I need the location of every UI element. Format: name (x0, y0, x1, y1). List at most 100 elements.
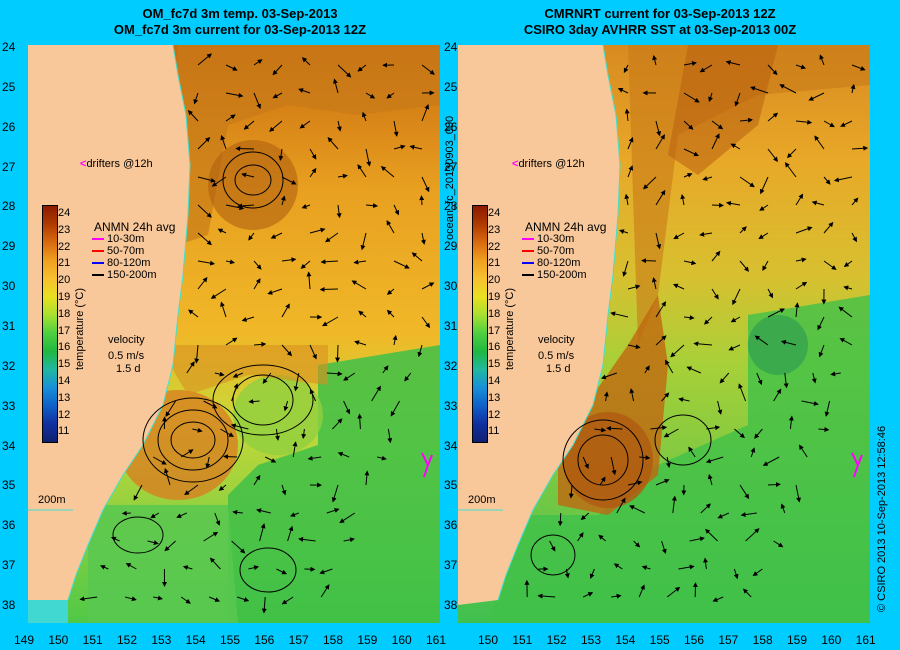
current-vector (231, 383, 239, 402)
current-vector (365, 92, 376, 99)
current-vector (762, 260, 769, 271)
current-vector (706, 425, 721, 431)
current-vector (711, 120, 724, 130)
x-tick-label: 158 (323, 633, 344, 647)
colorbar-tick-label: 22 (58, 240, 71, 253)
current-vector (253, 59, 263, 66)
current-vector (125, 596, 137, 602)
current-vector (767, 288, 774, 299)
current-vector (343, 537, 355, 543)
current-vector (759, 204, 769, 211)
current-vector (203, 531, 219, 542)
current-vector (309, 227, 326, 234)
legend-item-label: 80-120m (537, 257, 581, 269)
current-vector (655, 134, 665, 150)
legend-item-label: 80-120m (107, 257, 151, 269)
x-tick-label: 150 (48, 633, 69, 647)
current-vector (194, 344, 200, 364)
current-vector (270, 232, 283, 239)
colorbar-tick-label: 11 (58, 425, 70, 438)
current-vector (779, 84, 797, 94)
current-vector (577, 532, 584, 542)
current-vector (193, 92, 199, 105)
current-vector (217, 228, 227, 234)
current-vector (705, 528, 718, 542)
y-tick-label: 30 (2, 279, 16, 294)
right-colorbar (472, 205, 488, 443)
right-title-line1: CMRNRT current for 03-Sep-2013 12Z (544, 6, 776, 21)
colorbar-tick-label: 23 (488, 223, 501, 236)
y-tick-label: 26 (2, 119, 16, 134)
current-vector (767, 482, 781, 488)
left-velocity-duration: 1.5 d (116, 363, 141, 375)
current-vector (756, 372, 763, 386)
current-vector (205, 456, 211, 469)
y-tick-label: 28 (444, 199, 458, 214)
right-title: CMRNRT current for 03-Sep-2013 12Z CSIRO… (460, 6, 860, 38)
current-vector (795, 281, 808, 290)
current-vector (683, 148, 699, 157)
current-vector (357, 64, 367, 72)
current-vector (390, 400, 401, 417)
current-vector (773, 540, 784, 548)
y-tick-label: 33 (2, 398, 16, 413)
left-colorbar (42, 205, 58, 443)
current-vector (627, 136, 634, 150)
current-vector (799, 444, 808, 458)
current-vector (197, 53, 212, 66)
current-vector (237, 596, 250, 602)
colorbar-tick-label: 19 (58, 291, 71, 303)
y-tick-label: 31 (2, 319, 16, 334)
current-vector (773, 388, 782, 402)
current-vector (767, 148, 779, 163)
colorbar-tick-label: 13 (58, 391, 71, 404)
current-vector (610, 311, 629, 318)
colorbar-tick-label: 12 (58, 408, 71, 421)
current-vector (256, 508, 271, 514)
current-vector (290, 512, 299, 517)
current-vector (223, 454, 238, 460)
current-vector (386, 220, 395, 234)
current-vector (421, 104, 430, 122)
y-tick-label: 30 (444, 279, 458, 294)
current-vector (795, 193, 804, 206)
current-vector (343, 372, 356, 381)
current-vector (393, 144, 406, 150)
current-vector (754, 335, 769, 346)
current-vector (230, 423, 249, 430)
legend-arrow-icon (522, 238, 534, 241)
left-drifters-label: <drifters @12h (80, 158, 153, 170)
current-vector (225, 92, 244, 98)
current-vector (666, 586, 681, 598)
right-map-panel[interactable] (458, 45, 870, 623)
current-vector (838, 306, 853, 318)
current-vector (309, 344, 317, 360)
current-vector (655, 478, 670, 486)
left-velocity-label: velocity (108, 334, 145, 346)
current-vector (393, 120, 399, 137)
current-vector (264, 456, 277, 463)
current-vector (281, 303, 290, 318)
current-vector (209, 557, 221, 570)
left-map-panel[interactable] (28, 45, 440, 623)
current-vector (333, 78, 339, 94)
current-vector (752, 568, 763, 577)
current-vector (365, 148, 372, 167)
current-vector (717, 512, 730, 519)
current-vector (197, 204, 212, 218)
current-vector (665, 359, 674, 374)
y-tick-label: 27 (444, 159, 458, 174)
current-vector (733, 568, 739, 580)
y-tick-label: 27 (2, 159, 16, 174)
legend-item: 50-70m (92, 245, 144, 257)
current-vector (248, 232, 255, 241)
x-tick-label: 152 (117, 633, 138, 647)
current-vector (651, 277, 657, 290)
colorbar-tick-label: 24 (488, 207, 501, 219)
current-vector (241, 316, 255, 322)
current-vector (823, 120, 835, 128)
current-vector (639, 455, 651, 461)
colorbar-tick-label: 12 (488, 408, 501, 421)
current-vector (220, 134, 227, 150)
x-right-tick-label: 155 (649, 633, 670, 647)
